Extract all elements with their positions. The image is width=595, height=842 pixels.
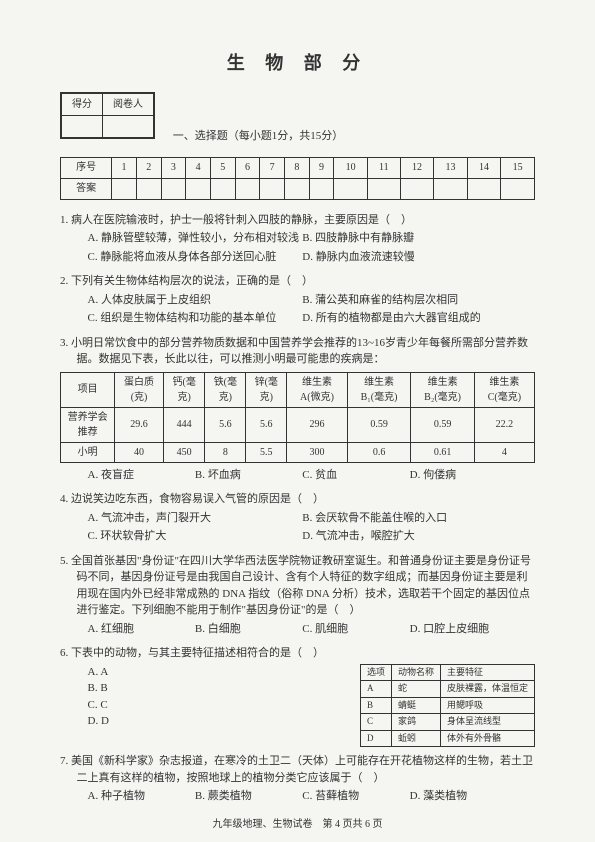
nutrition-table: 项目蛋白质(克) 钙(毫克)铁(毫克) 锌(毫克)维生素A(微克) 维生素B₁(… <box>60 372 535 463</box>
grader-label: 阅卷人 <box>103 94 154 116</box>
q2-opt-b: B. 蒲公英和麻雀的结构层次相同 <box>302 292 517 309</box>
trait-table: 选项动物名称主要特征 A蛇皮肤裸露，体温恒定 B蜻蜓用鳃呼吸 C家鸽身体呈流线型… <box>360 664 535 748</box>
q7-opt-a: A. 种子植物 <box>88 788 195 805</box>
grid-row2-label: 答案 <box>61 178 112 199</box>
q2-opt-d: D. 所有的植物都是由六大器官组成的 <box>302 310 517 327</box>
page-title: 生 物 部 分 <box>60 50 535 77</box>
q2-opt-c: C. 组织是生物体结构和功能的基本单位 <box>88 310 303 327</box>
q2-opt-a: A. 人体皮肤属于上皮组织 <box>88 292 303 309</box>
q4-opt-c: C. 环状软骨扩大 <box>88 528 303 545</box>
q7-opt-d: D. 藻类植物 <box>410 788 517 805</box>
q7-text: 7. 美国《新科学家》杂志报道，在寒冷的土卫二（天体）上可能存在开花植物这样的生… <box>60 753 535 786</box>
q3-opt-a: A. 夜盲症 <box>88 467 195 484</box>
q5-opt-d: D. 口腔上皮细胞 <box>410 621 517 638</box>
q6-text: 6. 下表中的动物，与其主要特征描述相符合的是（ ） <box>60 645 535 662</box>
answer-grid: 序号 12 34 56 78 910 1112 1314 15 答案 <box>60 157 535 200</box>
q5-opt-b: B. 白细胞 <box>195 621 302 638</box>
q1-opt-b: B. 四肢静脉中有静脉瓣 <box>302 230 517 247</box>
q4-opt-b: B. 会厌软骨不能盖住喉的入口 <box>302 510 517 527</box>
grid-row1-label: 序号 <box>61 157 112 178</box>
q4-text: 4. 边说笑边吃东西，食物容易误入气管的原因是（ ） <box>60 491 535 508</box>
q5-opt-c: C. 肌细胞 <box>302 621 409 638</box>
q1-text: 1. 病人在医院输液时，护士一般将针刺入四肢的静脉，主要原因是（ ） <box>60 212 535 229</box>
q1-opt-c: C. 静脉能将血液从身体各部分送回心脏 <box>88 249 303 266</box>
section-label: 一、选择题（每小题1分，共15分） <box>173 128 344 145</box>
score-label: 得分 <box>62 94 103 116</box>
q3-text: 3. 小明日常饮食中的部分营养物质数据和中国营养学会推荐的13~16岁青少年每餐… <box>60 335 535 368</box>
score-box: 得分 阅卷人 <box>60 92 155 139</box>
q5-opt-a: A. 红细胞 <box>88 621 195 638</box>
q1-opt-a: A. 静脉管壁较薄，弹性较小，分布相对较浅 <box>88 230 303 247</box>
q1-opt-d: D. 静脉内血液流速较慢 <box>302 249 517 266</box>
q7-opt-b: B. 蕨类植物 <box>195 788 302 805</box>
q4-opt-a: A. 气流冲击，声门裂开大 <box>88 510 303 527</box>
page-footer: 九年级地理、生物试卷 第 4 页共 6 页 <box>60 817 535 832</box>
q3-opt-d: D. 佝偻病 <box>410 467 517 484</box>
q3-opt-c: C. 贫血 <box>302 467 409 484</box>
q2-text: 2. 下列有关生物体结构层次的说法，正确的是（ ） <box>60 273 535 290</box>
q5-text: 5. 全国首张基因"身份证"在四川大学华西法医学院物证教研室诞生。和普通身份证主… <box>60 553 535 619</box>
q7-opt-c: C. 苔藓植物 <box>302 788 409 805</box>
q4-opt-d: D. 气流冲击，喉腔扩大 <box>302 528 517 545</box>
q3-opt-b: B. 坏血病 <box>195 467 302 484</box>
